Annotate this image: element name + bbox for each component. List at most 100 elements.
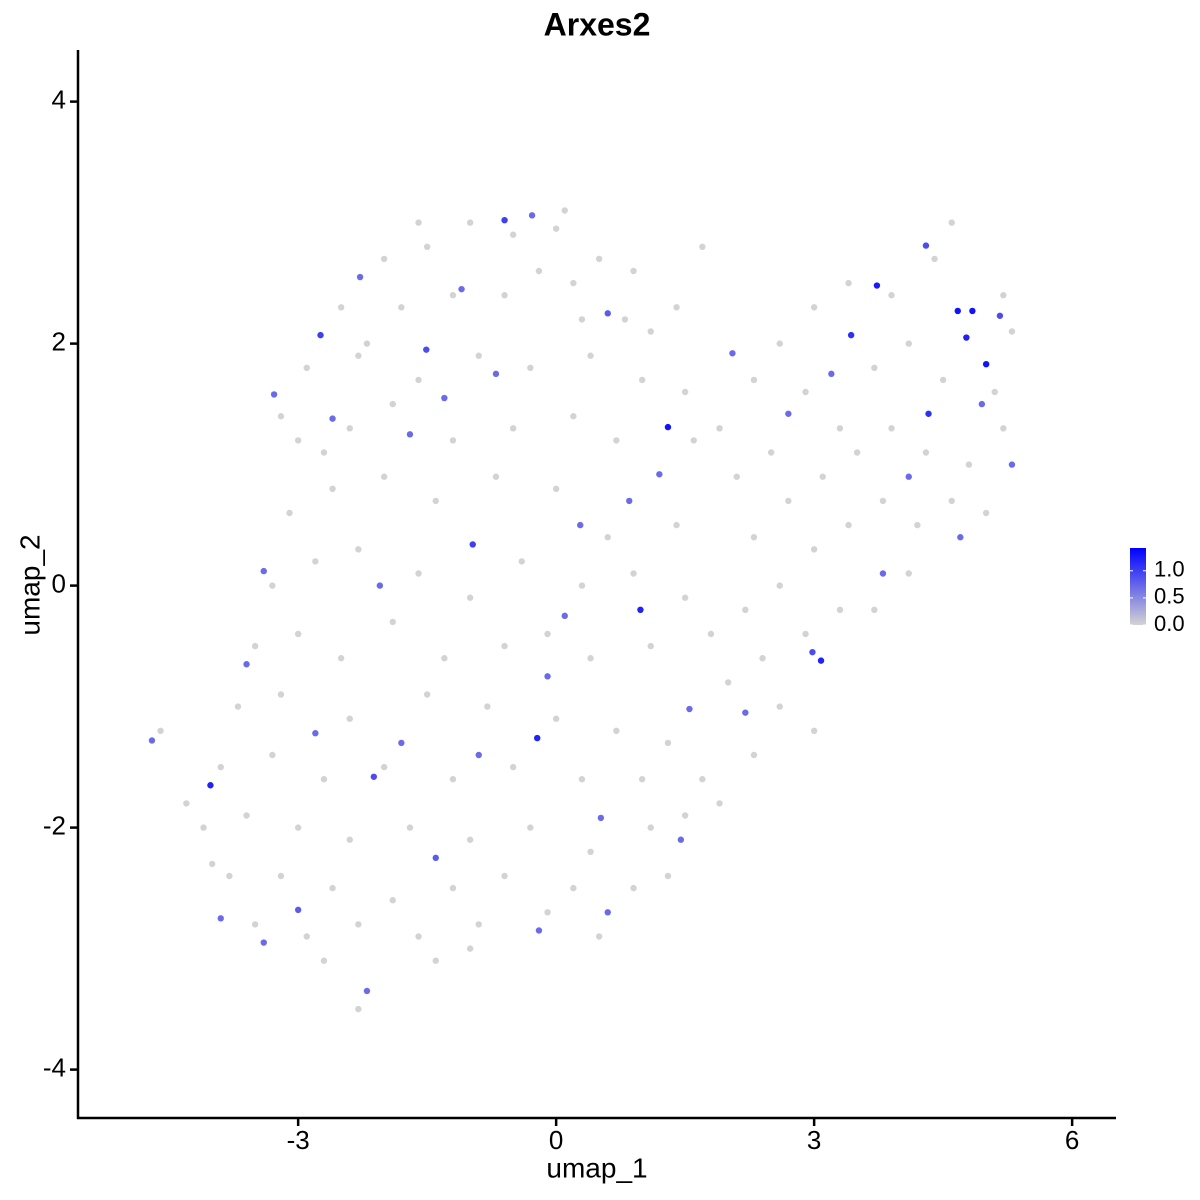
point (819, 473, 826, 480)
point (475, 751, 482, 759)
point (673, 304, 680, 311)
point (681, 594, 689, 601)
point (329, 485, 336, 493)
point (595, 933, 603, 940)
point (226, 872, 233, 880)
point (664, 739, 672, 747)
point (441, 394, 448, 402)
chart-title: Arxes2 (544, 6, 651, 42)
point (776, 582, 783, 589)
point (269, 582, 276, 589)
point (604, 310, 611, 317)
point (948, 497, 955, 505)
point (922, 242, 930, 249)
x-tick-label: 6 (1065, 1125, 1079, 1155)
point (449, 437, 457, 444)
point (957, 534, 964, 541)
point (828, 370, 835, 378)
y-axis-label: umap_2 (14, 534, 45, 635)
point (423, 691, 431, 698)
point (1008, 461, 1016, 468)
point (466, 945, 474, 952)
point (376, 582, 384, 589)
point (1000, 425, 1007, 432)
point (925, 410, 932, 417)
x-tick-label: 3 (807, 1125, 821, 1155)
point (251, 642, 259, 650)
point (432, 957, 439, 964)
point (317, 331, 324, 339)
point (673, 521, 680, 529)
point (802, 388, 809, 396)
point (578, 316, 586, 323)
point (329, 884, 336, 892)
point (707, 630, 715, 638)
point (847, 331, 855, 339)
point (303, 933, 310, 940)
point (578, 776, 586, 783)
point (415, 570, 422, 577)
point (243, 661, 250, 668)
point (406, 824, 414, 831)
point (836, 606, 844, 614)
point (466, 219, 474, 226)
point (243, 812, 250, 819)
point (978, 400, 986, 408)
point (948, 219, 955, 226)
point (742, 709, 749, 716)
point (270, 391, 278, 398)
point (398, 739, 405, 747)
point (346, 715, 353, 722)
point (699, 776, 706, 783)
point (597, 814, 605, 822)
point (922, 449, 930, 456)
x-tick-label: -3 (287, 1125, 310, 1155)
point (217, 915, 224, 922)
colorbar-tick-label: 0.0 (1154, 611, 1185, 636)
point (802, 630, 809, 638)
point (905, 570, 912, 577)
point (148, 737, 156, 744)
point (380, 255, 388, 263)
point (570, 884, 577, 892)
point (501, 872, 508, 880)
point (630, 267, 637, 275)
point (509, 231, 517, 238)
point (363, 340, 371, 347)
point (810, 546, 818, 553)
point (552, 715, 560, 722)
point (939, 376, 947, 384)
point (501, 216, 508, 224)
point (484, 703, 491, 710)
point (534, 734, 541, 742)
point (415, 933, 422, 940)
point (518, 558, 525, 565)
point (406, 431, 414, 438)
point (817, 657, 825, 664)
point (294, 906, 302, 914)
point (544, 630, 551, 638)
point (466, 594, 474, 601)
point (552, 485, 560, 493)
point (346, 836, 353, 843)
point (810, 727, 818, 735)
point (277, 872, 285, 880)
point (750, 534, 758, 541)
point (432, 854, 439, 862)
y-tick-label: 2 (52, 326, 66, 356)
point (613, 437, 620, 444)
point (355, 1005, 362, 1013)
point (260, 567, 267, 575)
point (415, 219, 422, 226)
point (621, 316, 629, 323)
point (759, 655, 766, 662)
point (509, 763, 517, 771)
point (535, 927, 543, 934)
point (355, 546, 362, 553)
point (544, 673, 551, 680)
point (363, 987, 371, 995)
point (286, 509, 293, 517)
point (871, 364, 878, 372)
